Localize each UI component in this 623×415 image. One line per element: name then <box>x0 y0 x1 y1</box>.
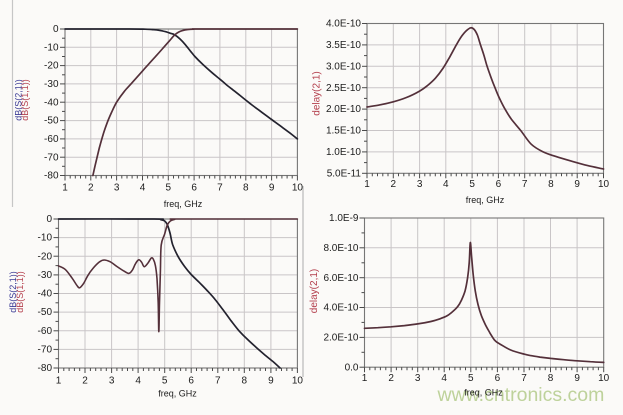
svg-text:1: 1 <box>362 373 368 384</box>
svg-text:-10: -10 <box>44 42 59 53</box>
svg-text:8: 8 <box>548 373 554 384</box>
svg-text:7: 7 <box>217 183 223 194</box>
svg-text:freq, GHz: freq, GHz <box>164 199 203 209</box>
svg-text:6: 6 <box>496 179 502 190</box>
svg-text:6: 6 <box>191 183 197 194</box>
svg-text:3: 3 <box>114 183 120 194</box>
svg-text:1: 1 <box>364 179 370 190</box>
svg-text:8.0E-10: 8.0E-10 <box>323 243 358 254</box>
svg-text:-60: -60 <box>44 134 59 145</box>
svg-text:9: 9 <box>268 376 274 387</box>
svg-text:-40: -40 <box>38 289 53 300</box>
svg-text:freq, GHz: freq, GHz <box>464 388 503 398</box>
svg-text:-20: -20 <box>38 251 53 262</box>
svg-text:-20: -20 <box>44 61 59 72</box>
svg-text:4: 4 <box>443 179 449 190</box>
svg-text:7: 7 <box>521 373 527 384</box>
svg-text:10: 10 <box>292 376 304 387</box>
svg-text:4: 4 <box>441 373 447 384</box>
svg-text:-60: -60 <box>38 326 53 337</box>
svg-text:0.0: 0.0 <box>345 362 359 373</box>
svg-text:1.0E-9: 1.0E-9 <box>329 213 359 224</box>
svg-text:7: 7 <box>215 376 221 387</box>
svg-text:dB(S(2,1)): dB(S(2,1)) <box>14 79 24 121</box>
svg-text:9: 9 <box>269 183 275 194</box>
svg-text:8: 8 <box>243 183 249 194</box>
svg-text:-40: -40 <box>44 97 59 108</box>
svg-text:-80: -80 <box>38 363 53 374</box>
svg-text:2.0E-10: 2.0E-10 <box>323 333 358 344</box>
svg-text:1.5E-10: 1.5E-10 <box>326 126 361 137</box>
svg-text:4: 4 <box>135 376 141 387</box>
svg-text:dB(S(1,1)): dB(S(1,1)) <box>15 271 25 313</box>
svg-text:dB(S(2,1)): dB(S(2,1)) <box>8 271 18 313</box>
svg-text:2: 2 <box>88 183 94 194</box>
svg-text:2.0E-10: 2.0E-10 <box>326 104 361 115</box>
svg-text:9: 9 <box>574 179 580 190</box>
svg-text:5.0E-11: 5.0E-11 <box>327 168 362 179</box>
svg-text:6: 6 <box>495 373 501 384</box>
svg-text:5: 5 <box>469 179 475 190</box>
svg-text:5: 5 <box>468 373 474 384</box>
svg-text:www.cntronics.com: www.cntronics.com <box>437 384 605 406</box>
svg-text:10: 10 <box>598 373 610 384</box>
svg-text:8: 8 <box>548 179 554 190</box>
svg-text:3.5E-10: 3.5E-10 <box>326 40 361 51</box>
svg-text:10: 10 <box>598 179 610 190</box>
svg-text:dB(S(1,1)): dB(S(1,1)) <box>20 79 30 121</box>
svg-text:delay(2,1): delay(2,1) <box>309 269 320 313</box>
svg-text:freq, GHz: freq, GHz <box>466 195 505 205</box>
svg-text:4: 4 <box>140 183 146 194</box>
svg-text:2: 2 <box>388 373 394 384</box>
svg-text:3: 3 <box>109 376 115 387</box>
svg-text:5: 5 <box>166 183 172 194</box>
svg-text:8: 8 <box>242 376 248 387</box>
svg-text:3: 3 <box>415 373 421 384</box>
svg-text:7: 7 <box>522 179 528 190</box>
svg-text:6.0E-10: 6.0E-10 <box>323 273 358 284</box>
svg-text:2: 2 <box>391 179 397 190</box>
svg-text:-10: -10 <box>38 233 53 244</box>
svg-text:2.5E-10: 2.5E-10 <box>326 83 361 94</box>
svg-text:-30: -30 <box>44 79 59 90</box>
svg-text:-70: -70 <box>44 152 59 163</box>
svg-text:9: 9 <box>574 373 580 384</box>
svg-text:-50: -50 <box>44 116 59 127</box>
svg-text:-50: -50 <box>38 307 53 318</box>
svg-text:3.0E-10: 3.0E-10 <box>326 61 361 72</box>
svg-text:0: 0 <box>46 214 52 225</box>
svg-text:6: 6 <box>188 376 194 387</box>
svg-text:4.0E-10: 4.0E-10 <box>326 19 361 30</box>
svg-text:2: 2 <box>82 376 88 387</box>
svg-text:freq, GHz: freq, GHz <box>158 389 197 399</box>
svg-text:-80: -80 <box>44 171 59 182</box>
svg-text:1.0E-10: 1.0E-10 <box>326 147 361 158</box>
svg-text:1: 1 <box>56 376 62 387</box>
svg-text:1: 1 <box>62 183 68 194</box>
svg-text:10: 10 <box>292 183 304 194</box>
svg-text:4.0E-10: 4.0E-10 <box>323 303 358 314</box>
svg-text:delay(2,1): delay(2,1) <box>312 71 323 115</box>
svg-text:-30: -30 <box>38 270 53 281</box>
svg-text:3: 3 <box>417 179 423 190</box>
svg-text:0: 0 <box>53 24 59 35</box>
svg-text:5: 5 <box>162 376 168 387</box>
svg-text:-70: -70 <box>38 345 53 356</box>
